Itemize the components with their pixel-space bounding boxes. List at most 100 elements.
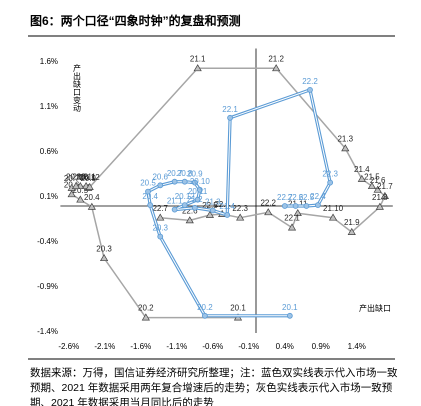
point-label: 22.1 [284, 214, 300, 223]
point-label: 20.8 [177, 169, 193, 178]
point [367, 182, 377, 190]
y-tick-label: 1.6% [40, 57, 58, 66]
point-label: 20.4 [84, 193, 100, 202]
point-label: 21.2 [187, 195, 203, 204]
x-tick-label: -1.1% [166, 342, 187, 351]
point [76, 195, 85, 203]
point [205, 210, 215, 218]
point [157, 233, 164, 240]
point [327, 179, 334, 186]
point [191, 204, 198, 211]
point-label: 21.6 [370, 176, 386, 185]
y-tick-label: 1.1% [40, 102, 58, 111]
point [303, 203, 310, 209]
point-label: 22.3 [232, 204, 248, 213]
point [224, 212, 231, 218]
point-label: 21.7 [377, 182, 393, 191]
point [67, 190, 76, 198]
point-label: 22.2 [302, 77, 318, 86]
point [272, 64, 281, 72]
y-tick-label: 0.6% [40, 147, 58, 156]
point [157, 182, 164, 189]
point [380, 191, 389, 199]
point-label: 21.1 [190, 54, 206, 63]
point-label: 21.5 [364, 172, 380, 181]
point-label: 22.5 [299, 193, 315, 202]
x-tick-label: -0.1% [238, 342, 259, 351]
x-tick-label: -2.6% [58, 342, 79, 351]
point-label: 21.8 [372, 193, 388, 202]
point-label: 20.11 [188, 187, 208, 196]
point-label: 21.3 [205, 198, 221, 207]
point-label: 21.10 [323, 204, 344, 213]
y-tick-label: -0.9% [37, 282, 58, 291]
point-label: 21.9 [344, 218, 360, 227]
point [341, 144, 350, 152]
chart-title: 图6：两个口径“四象时钟”的复盘和预测 [30, 14, 241, 28]
point [147, 202, 154, 209]
point [292, 203, 299, 209]
point-label: 22.6 [288, 193, 304, 202]
x-tick-label: 1.4% [348, 342, 366, 351]
point [171, 206, 178, 213]
point [227, 114, 233, 121]
point [194, 196, 201, 203]
y-tick-label: -1.4% [37, 327, 58, 336]
point [185, 216, 194, 224]
point [99, 254, 109, 262]
point-label: 20.3 [96, 244, 112, 253]
point-label: 20.3 [152, 224, 168, 233]
point-label: 21.4 [219, 202, 235, 211]
point-label: 20.4 [142, 192, 158, 201]
point-label: 20.11 [76, 172, 96, 181]
point [236, 213, 245, 221]
point-label: 20.12 [175, 192, 196, 201]
point-label: 20.9 [187, 170, 203, 179]
y-tick-label: -0.4% [37, 237, 58, 246]
point-label: 20.1 [282, 303, 298, 312]
point-label: 21.11 [288, 199, 308, 208]
point-label: 20.10 [66, 172, 87, 181]
point [209, 207, 216, 214]
point [328, 213, 338, 221]
point-label: 20.2 [138, 304, 154, 313]
point [181, 178, 188, 185]
x-tick-label: -0.6% [202, 342, 223, 351]
x-tick-label: 0.4% [276, 342, 294, 351]
point [196, 186, 203, 193]
point [87, 202, 96, 210]
point [347, 227, 356, 235]
point [181, 202, 188, 209]
point-label: 22.4 [310, 192, 326, 201]
point-label: 21.3 [337, 135, 353, 144]
point-label: 21.4 [354, 165, 370, 174]
point [193, 64, 202, 72]
x-axis-label: 产出缺口 [359, 303, 391, 313]
point [191, 179, 198, 186]
chart: 产出缺口 产出缺口变动 -2.6% -2.1% -1.6% -1.1% -0.6% -0.1… [28, 35, 395, 360]
point-label: 22.4 [214, 200, 230, 209]
point [375, 202, 384, 210]
point-label: 20.5 [140, 179, 156, 188]
point [293, 209, 302, 217]
point [281, 203, 288, 209]
point [156, 213, 165, 221]
point-label: 22.5 [202, 201, 218, 210]
point-label: 20.10 [190, 177, 211, 186]
point-label: 21.1 [167, 197, 183, 206]
x-tick-label: 0.9% [312, 342, 330, 351]
point-label: 22.3 [322, 170, 338, 179]
x-tick-label: -2.1% [94, 342, 115, 351]
y-axis-label: 产出缺口变动 [73, 63, 82, 113]
point-label: 20.5 [73, 186, 89, 195]
point-label: 20.7 [64, 174, 80, 183]
y-tick-label: 0.1% [40, 192, 58, 201]
point [264, 208, 273, 216]
point [145, 188, 151, 195]
point [315, 202, 321, 209]
point [287, 223, 297, 231]
point [286, 312, 293, 319]
point [85, 182, 94, 190]
point [141, 313, 150, 321]
